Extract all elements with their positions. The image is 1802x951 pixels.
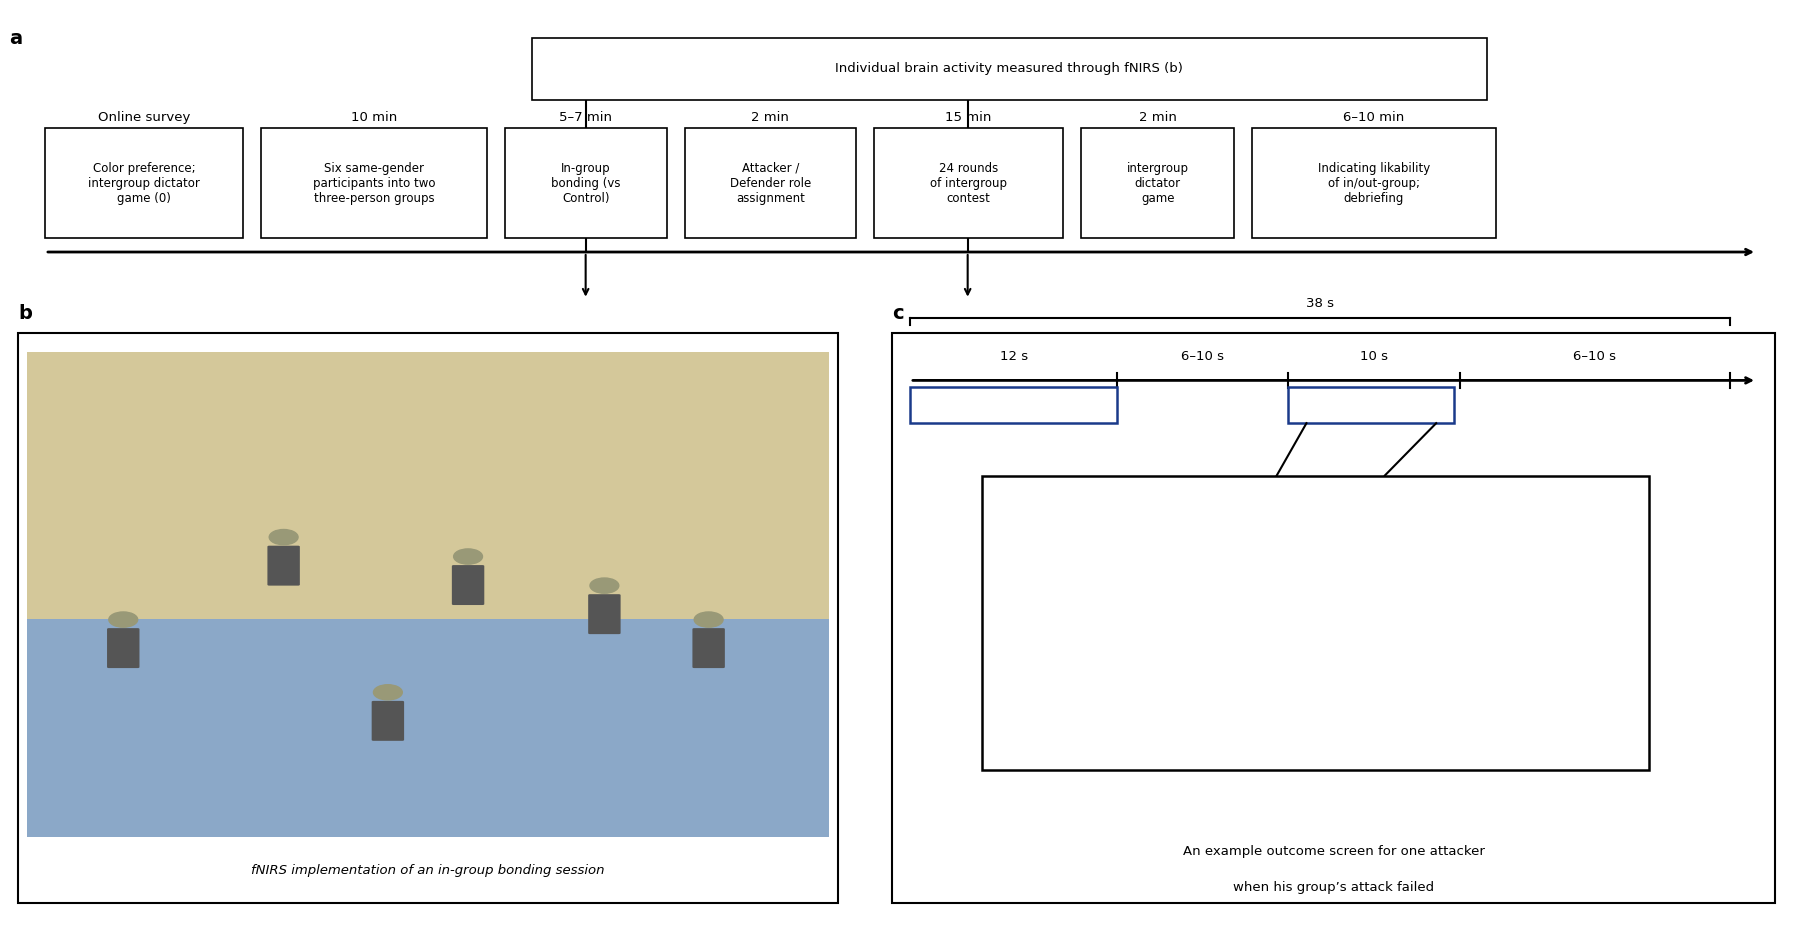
FancyBboxPatch shape	[1081, 128, 1234, 238]
Text: Outcome: Outcome	[1337, 398, 1406, 412]
FancyBboxPatch shape	[27, 352, 829, 619]
Text: b: b	[18, 304, 32, 323]
Text: Waiting: Waiting	[1179, 398, 1227, 412]
FancyBboxPatch shape	[106, 629, 139, 668]
FancyBboxPatch shape	[982, 476, 1649, 770]
FancyBboxPatch shape	[505, 128, 667, 238]
Text: 24 rounds
of intergroup
contest: 24 rounds of intergroup contest	[930, 162, 1007, 204]
FancyBboxPatch shape	[1288, 387, 1454, 423]
Text: 6–10 s: 6–10 s	[1573, 350, 1616, 363]
Text: Individual brain activity measured through fNIRS (b): Individual brain activity measured throu…	[834, 63, 1184, 75]
Text: 6–10 s: 6–10 s	[1182, 350, 1224, 363]
Text: when his group’s attack failed: when his group’s attack failed	[1233, 881, 1434, 894]
FancyBboxPatch shape	[371, 701, 404, 741]
FancyBboxPatch shape	[1463, 387, 1616, 423]
Text: 5–7 min: 5–7 min	[559, 110, 613, 124]
FancyBboxPatch shape	[892, 333, 1775, 903]
FancyBboxPatch shape	[45, 128, 243, 238]
Text: Attacker /
Defender role
assignment: Attacker / Defender role assignment	[730, 162, 811, 204]
FancyBboxPatch shape	[1252, 128, 1496, 238]
FancyBboxPatch shape	[685, 128, 856, 238]
Text: Color preference;
intergroup dictator
game (0): Color preference; intergroup dictator ga…	[88, 162, 200, 204]
Text: ● (You) have invested 3 MUs: ● (You) have invested 3 MUs	[1018, 495, 1189, 508]
Text: An example outcome screen for one attacker: An example outcome screen for one attack…	[1182, 844, 1485, 858]
Text: 10 s: 10 s	[1361, 350, 1388, 363]
FancyBboxPatch shape	[692, 629, 724, 668]
Text: 15 min: 15 min	[946, 110, 991, 124]
Text: 10 min: 10 min	[351, 110, 396, 124]
Text: Indicating likability
of in/out-group;
debriefing: Indicating likability of in/out-group; d…	[1317, 162, 1431, 204]
FancyBboxPatch shape	[27, 619, 829, 837]
Circle shape	[694, 612, 723, 628]
Text: Decision-making: Decision-making	[951, 398, 1076, 412]
Text: 2 min: 2 min	[1139, 110, 1177, 124]
Circle shape	[108, 612, 137, 628]
FancyBboxPatch shape	[27, 352, 829, 837]
Text: Six same-gender
participants into two
three-person groups: Six same-gender participants into two th…	[314, 162, 434, 204]
Text: a: a	[9, 29, 22, 48]
FancyBboxPatch shape	[1126, 387, 1279, 423]
FancyBboxPatch shape	[452, 565, 485, 605]
FancyBboxPatch shape	[532, 38, 1487, 100]
Text: Online survey: Online survey	[97, 110, 191, 124]
Text: fNIRS implementation of an in-group bonding session: fNIRS implementation of an in-group bond…	[250, 864, 605, 877]
Text: 2 min: 2 min	[751, 110, 789, 124]
Text: ▲ has invested 1 MU: ▲ has invested 1 MU	[1018, 526, 1141, 539]
FancyBboxPatch shape	[910, 387, 1117, 423]
Text: Your group has invested 6 MUs: Your group has invested 6 MUs	[1018, 620, 1200, 633]
FancyBboxPatch shape	[874, 128, 1063, 238]
Circle shape	[268, 530, 297, 545]
Text: Group White has invested 7 MUs: Group White has invested 7 MUs	[1018, 651, 1211, 665]
Text: ■ has invested 2 MUs: ■ has invested 2 MUs	[1018, 557, 1148, 571]
Text: c: c	[892, 304, 903, 323]
Circle shape	[454, 549, 483, 564]
Circle shape	[589, 578, 618, 593]
Text: Fixation: Fixation	[1514, 398, 1566, 412]
Text: 12 s: 12 s	[1000, 350, 1027, 363]
Text: In-group
bonding (vs
Control): In-group bonding (vs Control)	[551, 162, 620, 204]
FancyBboxPatch shape	[267, 546, 299, 586]
FancyBboxPatch shape	[261, 128, 487, 238]
Circle shape	[373, 685, 402, 700]
FancyBboxPatch shape	[18, 333, 838, 903]
Text: 38 s: 38 s	[1306, 297, 1333, 310]
Text: This round, you have earned 17 MUs: This round, you have earned 17 MUs	[1018, 683, 1234, 696]
FancyBboxPatch shape	[587, 594, 620, 634]
Text: intergroup
dictator
game: intergroup dictator game	[1126, 162, 1189, 204]
Text: 6–10 min: 6–10 min	[1344, 110, 1404, 124]
